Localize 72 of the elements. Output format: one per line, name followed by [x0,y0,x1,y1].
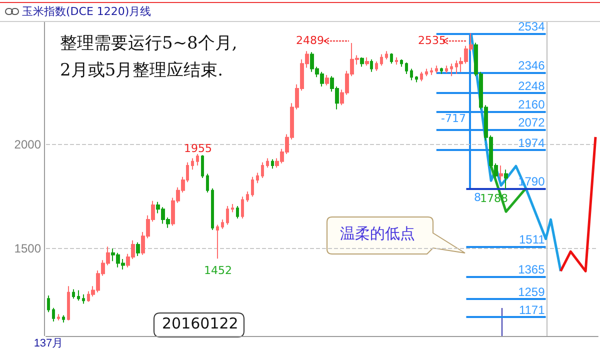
candlestick [246,190,249,202]
candlestick [420,71,423,82]
candlestick [77,290,80,302]
candlestick [445,65,448,74]
candlestick [47,294,50,313]
candlestick [231,203,234,213]
ref-line-label: 2534 [518,20,546,34]
ref-line-label: 1974 [518,136,546,150]
candlestick [360,56,364,68]
candlestick [67,286,70,321]
candlestick [370,58,373,72]
ref-line-label: 2248 [518,79,546,94]
candlestick [425,68,428,77]
candlestick [136,242,140,256]
candlestick [201,154,204,178]
candlestick [325,74,329,86]
candlestick [410,68,413,81]
candlestick [430,67,433,76]
candlestick [405,62,408,74]
candlestick [211,188,214,230]
y-tick-label: 2000 [14,138,42,152]
candlestick [221,219,224,230]
candlestick [271,158,274,170]
annotation: 1452 [204,264,232,277]
annotation: 8 [474,191,481,204]
candlestick [256,172,259,184]
annotation: 2月或5月整理应结束. [60,60,224,80]
candlestick [82,294,85,304]
candlestick [390,52,393,64]
ref-line-label: 1259 [518,284,546,299]
candlestick [196,154,199,166]
ref-line-label: 2346 [518,58,546,73]
candlestick [450,63,453,77]
candlestick [266,158,269,168]
candlestick [380,54,383,66]
annotation: 20160122 [162,314,238,332]
candlestick [206,173,209,194]
candlestick [216,224,219,260]
candlestick [191,158,194,170]
candlestick [251,176,254,198]
candlestick [236,206,239,220]
ref-line-label: 2160 [518,97,546,112]
annotation: 2489 [296,34,324,47]
candlestick [241,196,244,220]
chart-title: 玉米指数(DCE 1220)月线 [22,4,152,19]
ref-line-label: 1171 [518,303,546,318]
y-tick-label: 1500 [14,242,42,256]
candlestick [226,206,229,226]
candlestick [52,307,55,322]
candlestick [400,58,403,68]
ref-line-label: 1511 [518,232,546,246]
candlestick [365,56,369,66]
candlestick [57,314,60,321]
candlestick [72,288,75,300]
x-tick-label: 137月 [34,338,64,350]
candlestick [499,164,503,181]
annotation: 1955 [184,142,212,155]
ref-line-label: 2072 [518,116,546,130]
candlestick [395,56,398,66]
annotation: -717 [441,112,466,125]
candlestick [385,50,388,60]
annotation: 温柔的低点 [340,224,415,242]
candlestick [415,76,418,83]
candlestick [440,67,443,74]
candlestick [62,314,65,323]
annotation: 整理需要运行5~8个月, [60,34,238,54]
candlestick [375,61,378,72]
candlestick [435,65,438,74]
ref-line-label: 1365 [518,262,546,277]
annotation: 2535 [418,34,446,47]
candlestick [504,169,508,190]
candlestick [261,162,264,178]
